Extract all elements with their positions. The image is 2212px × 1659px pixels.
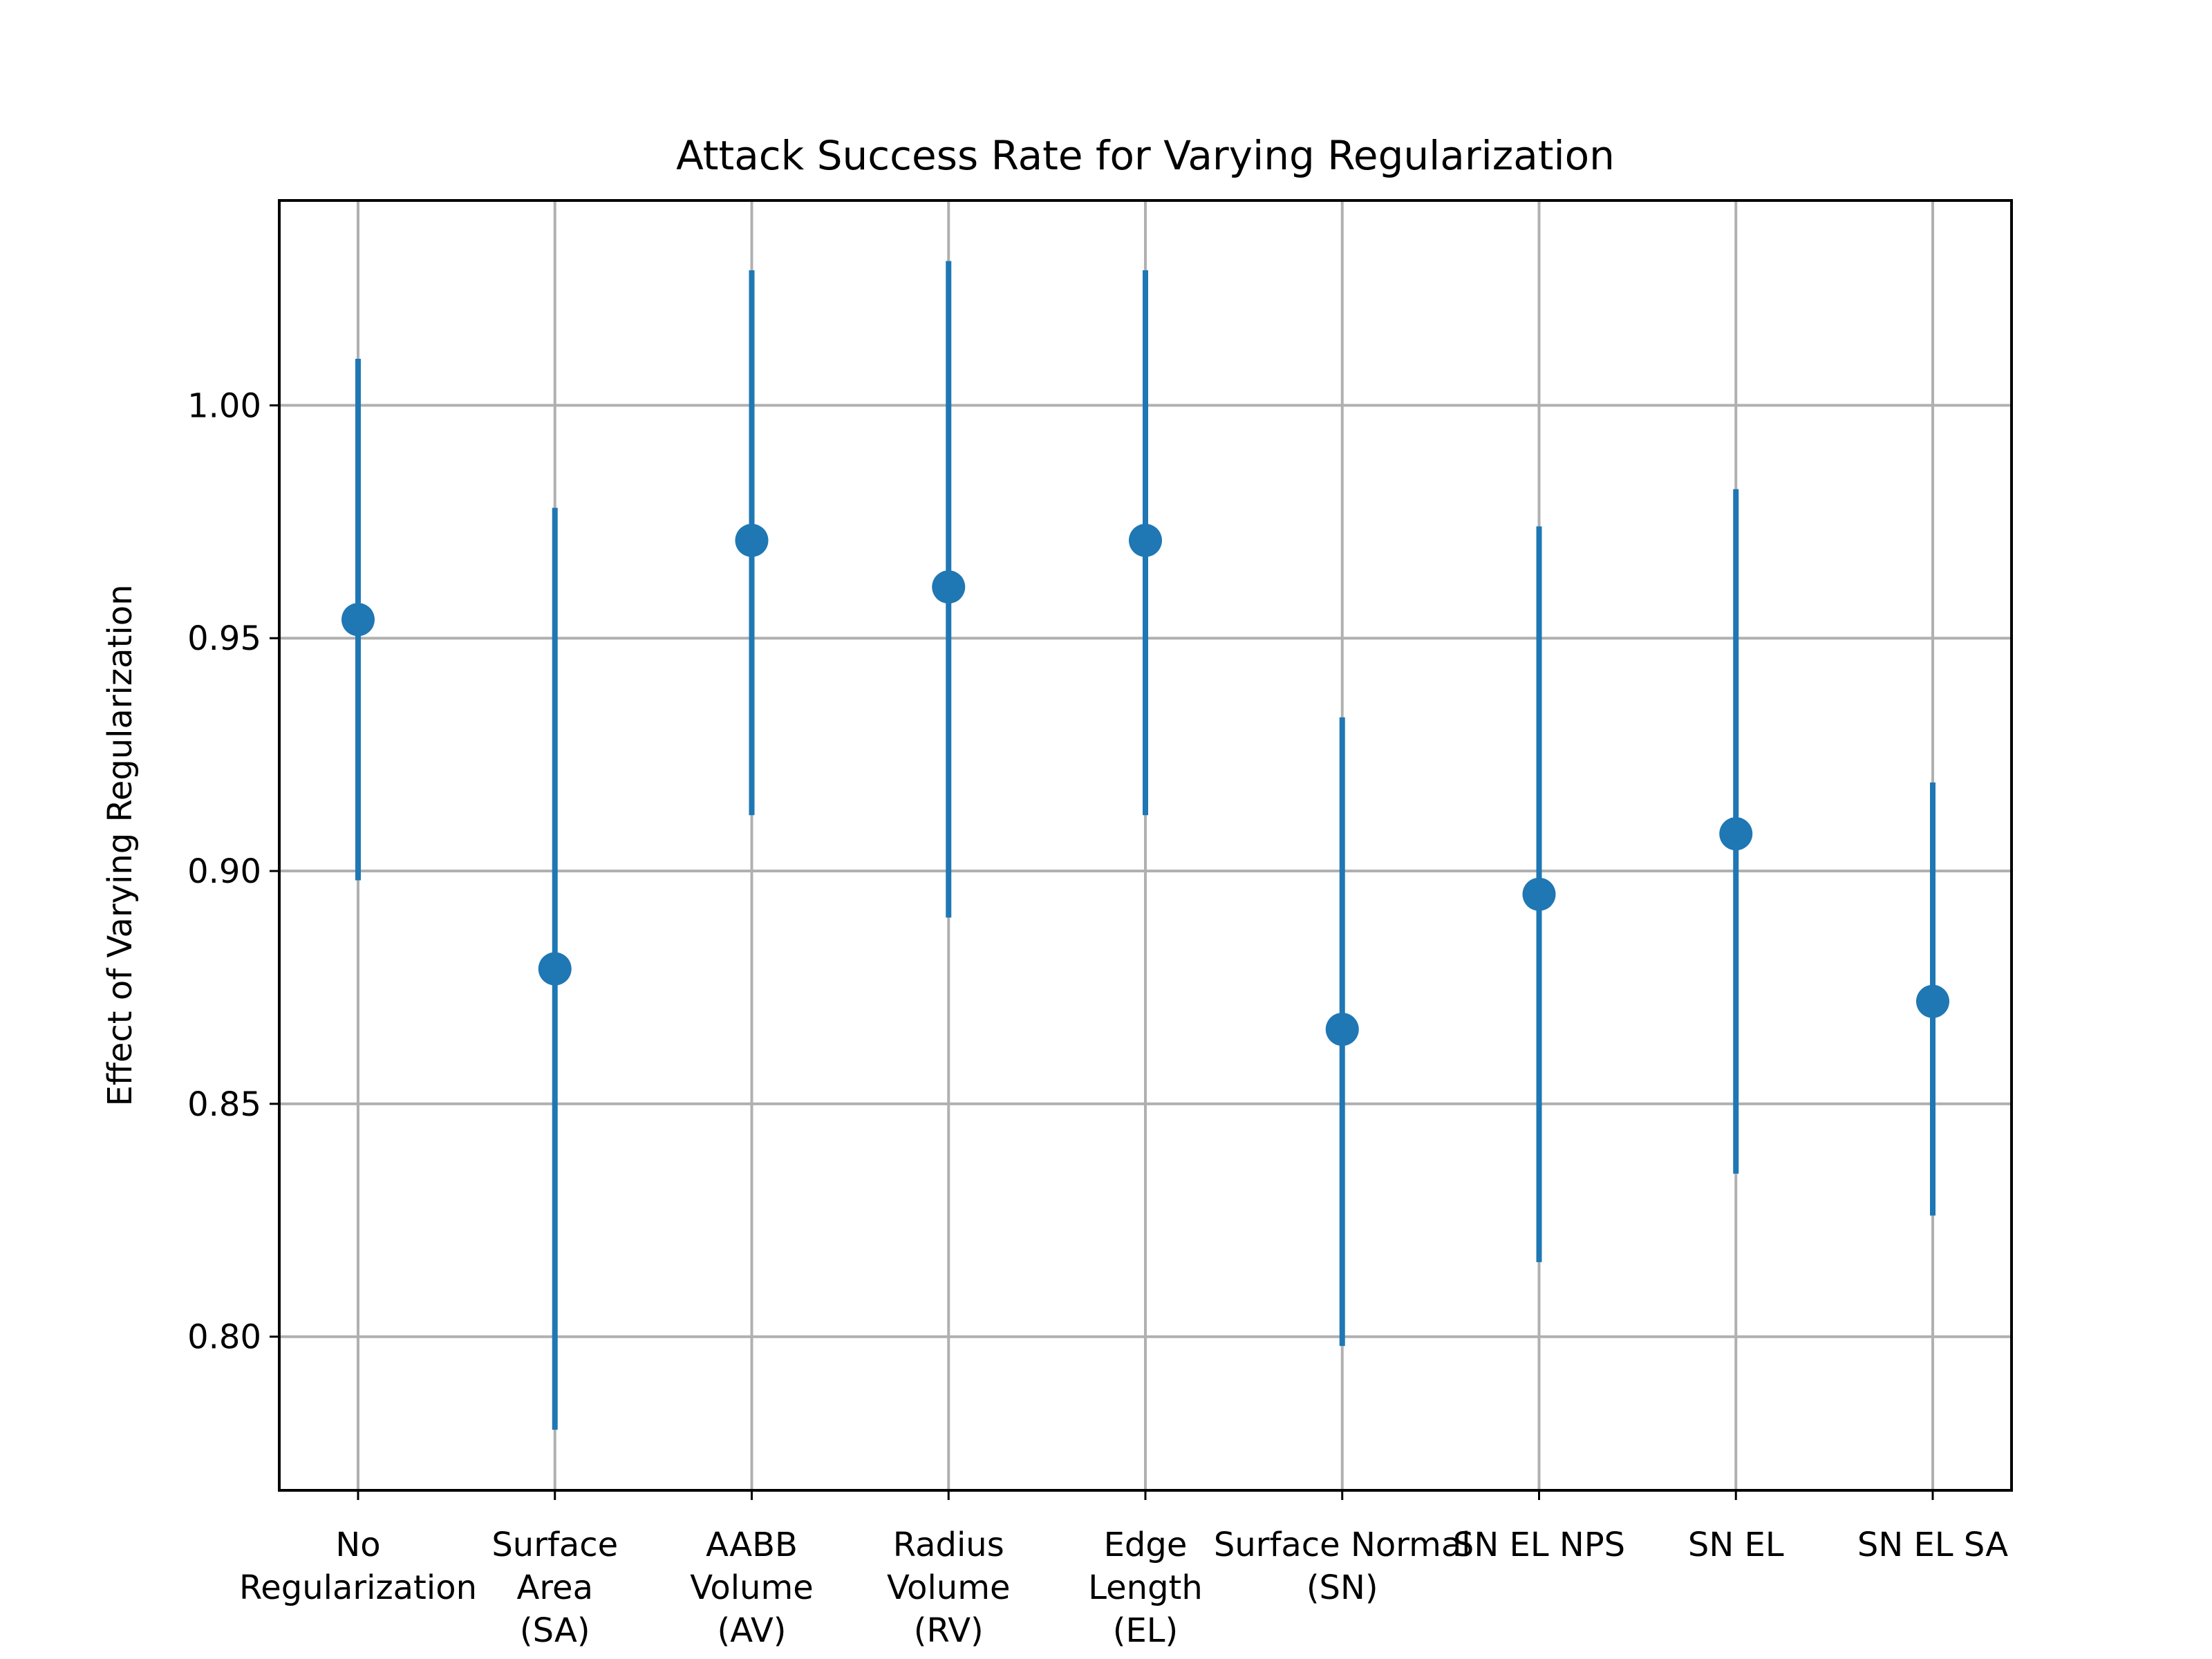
x-tick-label: Edge: [1104, 1526, 1188, 1564]
x-tick-label: (EL): [1113, 1611, 1179, 1650]
x-tick-label: Surface: [491, 1526, 618, 1564]
data-point: [932, 570, 966, 604]
x-tick-label: (RV): [914, 1611, 984, 1650]
x-tick-label: Surface Normal: [1214, 1526, 1471, 1564]
x-tick-label: SN EL: [1688, 1526, 1784, 1564]
x-tick-label: (SA): [520, 1611, 590, 1650]
x-tick-label: Area: [517, 1568, 593, 1607]
data-point: [1916, 984, 1949, 1018]
x-tick-label: Volume: [887, 1568, 1011, 1607]
data-point: [1325, 1013, 1359, 1047]
axis-ticks: 0.80 0.85 0.90 0.95 1.00 No Regularization Surf…: [187, 386, 2008, 1650]
y-tick-label: 0.95: [187, 619, 261, 658]
x-tick-label: No: [335, 1526, 380, 1564]
y-tick-label: 0.90: [187, 852, 261, 891]
x-tick-label: Regularization: [239, 1568, 477, 1607]
x-tick-label: (AV): [717, 1611, 786, 1650]
x-tick-label: (SN): [1306, 1568, 1378, 1607]
x-tick-label: Radius: [893, 1526, 1004, 1564]
data-point: [1719, 817, 1753, 851]
x-tick-label: SN EL SA: [1857, 1526, 2008, 1564]
x-tick-label: AABB: [706, 1526, 798, 1564]
data-marks: [341, 261, 1949, 1430]
data-point: [1522, 877, 1556, 911]
data-point: [735, 523, 769, 557]
x-tick-label: Length: [1088, 1568, 1203, 1607]
chart-title: Attack Success Rate for Varying Regulari…: [676, 132, 1615, 179]
y-tick-label: 0.80: [187, 1318, 261, 1357]
data-point: [341, 603, 375, 637]
x-tick-label: Volume: [690, 1568, 814, 1607]
data-point: [538, 952, 572, 986]
y-axis-label: Effect of Varying Regularization: [101, 584, 140, 1106]
x-tick-label: SN EL NPS: [1453, 1526, 1625, 1564]
data-point: [1129, 523, 1162, 557]
y-tick-label: 1.00: [187, 386, 261, 425]
y-tick-label: 0.85: [187, 1085, 261, 1124]
